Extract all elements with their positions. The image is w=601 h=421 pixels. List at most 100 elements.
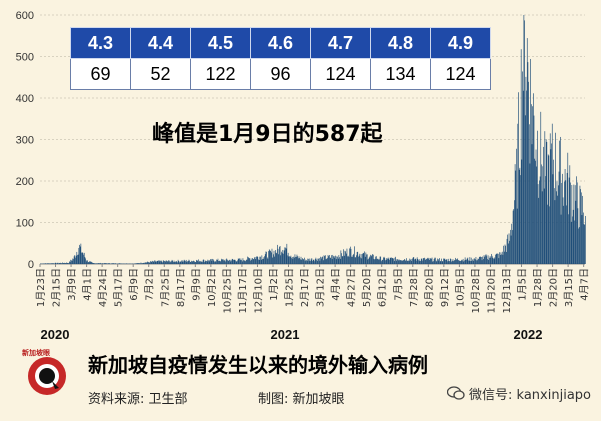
daily-bar <box>345 251 346 264</box>
daily-bar <box>245 261 246 264</box>
daily-bar <box>232 259 234 264</box>
daily-bar <box>85 258 86 264</box>
daily-bar <box>343 249 344 264</box>
daily-bar <box>99 263 101 264</box>
daily-bar <box>412 258 413 264</box>
daily-bar <box>198 261 200 264</box>
x-tick-label: 4月7日 <box>579 268 591 301</box>
daily-bar <box>291 256 293 264</box>
daily-bar <box>58 263 59 264</box>
daily-bar <box>320 258 322 264</box>
daily-bar <box>350 248 352 264</box>
wechat-text: 微信号: kanxinjiapo <box>469 388 591 403</box>
recent-cases-table: 4.3 4.4 4.5 4.6 4.7 4.8 4.9 69 52 122 96 124 134 124 <box>70 27 491 90</box>
daily-bar <box>275 250 276 264</box>
daily-bar <box>361 258 363 264</box>
daily-bar <box>408 260 410 264</box>
daily-bar <box>562 173 563 264</box>
daily-bar <box>585 215 586 264</box>
daily-bar <box>229 259 231 264</box>
daily-bar <box>358 256 359 264</box>
daily-bar <box>433 259 435 264</box>
daily-bar <box>309 258 311 264</box>
daily-bar <box>266 257 268 264</box>
daily-bar <box>253 259 255 264</box>
daily-bar <box>481 260 483 264</box>
daily-bar <box>287 255 288 264</box>
daily-bar <box>187 261 188 264</box>
daily-bar <box>415 258 417 264</box>
daily-bar <box>314 259 316 264</box>
daily-bar <box>495 254 497 264</box>
daily-bar <box>118 263 120 264</box>
daily-bar <box>254 257 255 264</box>
x-tick-label: 3月12日 <box>315 268 327 307</box>
daily-bar <box>311 258 313 264</box>
daily-bar <box>150 261 152 264</box>
daily-bar <box>179 261 181 264</box>
daily-bar <box>568 177 570 264</box>
y-tick-label: 200 <box>16 176 34 188</box>
daily-bar <box>341 253 342 264</box>
daily-bar <box>167 261 169 264</box>
daily-bar <box>87 260 88 264</box>
daily-bar <box>331 255 332 264</box>
daily-bar <box>198 259 199 264</box>
daily-bar <box>389 257 391 264</box>
table-date-cell: 4.8 <box>370 27 431 59</box>
daily-bar <box>152 261 154 264</box>
x-tick-label: 9月12日 <box>439 268 451 307</box>
daily-bar <box>556 181 558 264</box>
daily-bar <box>555 191 557 264</box>
daily-bar <box>200 261 201 264</box>
daily-bar <box>283 250 285 264</box>
daily-bar <box>464 257 466 264</box>
daily-bar <box>430 258 432 264</box>
daily-bar <box>256 256 257 264</box>
daily-bar <box>534 158 536 264</box>
daily-bar <box>489 256 491 264</box>
daily-bar <box>366 254 367 264</box>
daily-bar <box>264 254 266 264</box>
daily-bar <box>559 140 561 264</box>
daily-bar <box>169 262 171 264</box>
daily-bar <box>187 261 189 264</box>
x-tick-label: 4月4日 <box>330 268 342 301</box>
daily-bar <box>337 256 338 264</box>
x-tick-label: 12月10日 <box>252 268 264 313</box>
daily-bar <box>381 261 382 264</box>
daily-bar <box>468 260 469 264</box>
daily-bar <box>206 260 207 264</box>
daily-bar <box>371 255 373 264</box>
daily-bar <box>203 259 205 264</box>
daily-bar <box>332 254 334 264</box>
daily-bar <box>263 257 265 264</box>
daily-bar <box>299 258 301 264</box>
daily-bar <box>411 260 413 264</box>
daily-bar <box>378 259 380 264</box>
daily-bar <box>143 262 145 264</box>
daily-bar <box>249 258 251 264</box>
daily-bar <box>250 258 252 264</box>
daily-bar <box>141 263 142 264</box>
daily-bar <box>267 258 269 264</box>
daily-bar <box>535 149 537 264</box>
daily-bar <box>383 257 384 264</box>
daily-bar <box>418 260 419 264</box>
daily-bar <box>71 260 73 264</box>
daily-bar <box>456 259 458 264</box>
daily-bar <box>453 261 454 264</box>
daily-bar <box>466 259 467 264</box>
daily-bar <box>119 263 120 264</box>
daily-bar <box>425 258 427 264</box>
x-tick-label: 6月9日 <box>128 268 140 301</box>
daily-bar <box>370 256 372 264</box>
daily-bar <box>384 257 386 264</box>
daily-bar <box>186 261 188 264</box>
daily-bar <box>429 257 431 264</box>
daily-bar <box>221 259 223 264</box>
daily-bar <box>104 263 106 264</box>
daily-bar <box>123 263 124 264</box>
daily-bar <box>516 208 518 264</box>
